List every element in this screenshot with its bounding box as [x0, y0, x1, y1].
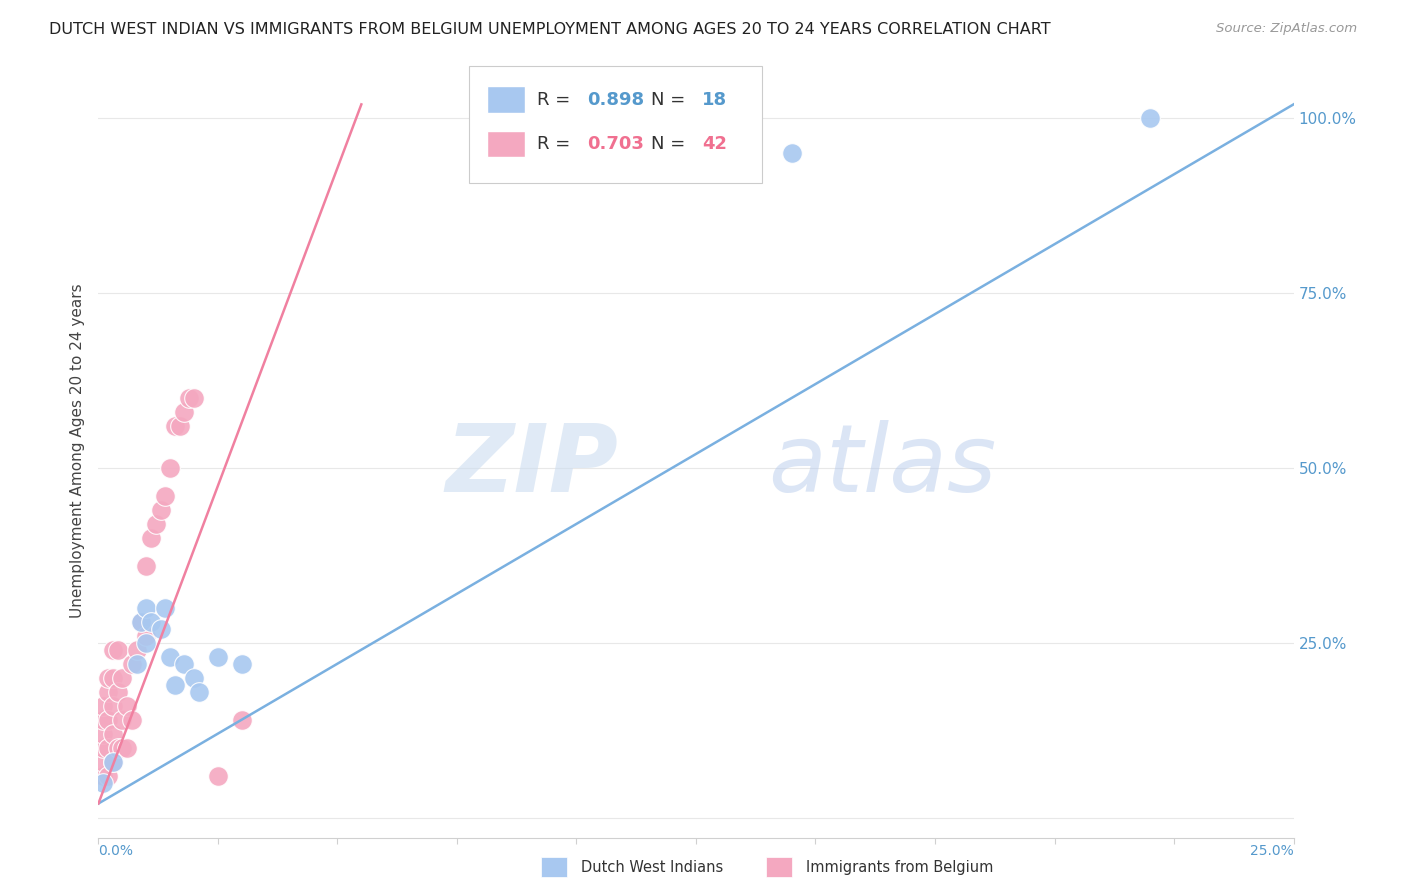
Point: [111, 671, 134, 685]
Point: [187, 684, 209, 698]
FancyBboxPatch shape: [470, 66, 762, 183]
Point: [149, 622, 172, 636]
Point: [97, 684, 120, 698]
Point: [163, 419, 186, 434]
Point: [101, 642, 124, 657]
Point: [207, 649, 229, 664]
Text: Dutch West Indians: Dutch West Indians: [581, 860, 723, 874]
Point: [1139, 112, 1161, 126]
Point: [107, 642, 129, 657]
Point: [97, 671, 120, 685]
Point: [101, 671, 124, 685]
Text: 25.0%: 25.0%: [1250, 844, 1294, 858]
Point: [155, 489, 177, 503]
Y-axis label: Unemployment Among Ages 20 to 24 years: Unemployment Among Ages 20 to 24 years: [69, 283, 84, 618]
Point: [101, 698, 124, 713]
Point: [97, 768, 120, 782]
Point: [207, 768, 229, 782]
Point: [121, 713, 143, 727]
Point: [183, 391, 205, 405]
Point: [101, 755, 124, 769]
Text: R =: R =: [537, 135, 576, 153]
Point: [125, 657, 148, 671]
Text: 0.0%: 0.0%: [98, 844, 134, 858]
Point: [91, 698, 114, 713]
Point: [231, 713, 253, 727]
FancyBboxPatch shape: [486, 87, 524, 113]
Bar: [766, 857, 792, 877]
Point: [91, 726, 114, 740]
Text: Immigrants from Belgium: Immigrants from Belgium: [806, 860, 993, 874]
Point: [780, 146, 803, 161]
Point: [111, 713, 134, 727]
Point: [97, 740, 120, 755]
Point: [139, 531, 162, 545]
Point: [173, 657, 195, 671]
Point: [131, 615, 153, 629]
Text: ZIP: ZIP: [446, 420, 619, 512]
Point: [135, 629, 157, 643]
Point: [139, 615, 162, 629]
Point: [121, 657, 143, 671]
Text: 0.703: 0.703: [588, 135, 644, 153]
Text: N =: N =: [651, 135, 690, 153]
Point: [183, 671, 205, 685]
Point: [111, 740, 134, 755]
Point: [135, 636, 157, 650]
Point: [107, 684, 129, 698]
Point: [125, 642, 148, 657]
Text: DUTCH WEST INDIAN VS IMMIGRANTS FROM BELGIUM UNEMPLOYMENT AMONG AGES 20 TO 24 YE: DUTCH WEST INDIAN VS IMMIGRANTS FROM BEL…: [49, 22, 1050, 37]
Point: [131, 615, 153, 629]
Point: [101, 726, 124, 740]
Point: [107, 740, 129, 755]
Text: 42: 42: [702, 135, 727, 153]
Point: [231, 657, 253, 671]
Point: [91, 768, 114, 782]
Point: [159, 649, 181, 664]
Point: [173, 405, 195, 419]
Point: [91, 775, 114, 789]
Text: 18: 18: [702, 91, 727, 109]
Point: [145, 516, 167, 531]
Point: [135, 558, 157, 573]
Text: atlas: atlas: [768, 420, 995, 511]
FancyBboxPatch shape: [486, 131, 524, 157]
Point: [115, 698, 138, 713]
Point: [179, 391, 201, 405]
Point: [91, 713, 114, 727]
Text: 0.898: 0.898: [588, 91, 644, 109]
Point: [91, 755, 114, 769]
Bar: [541, 857, 567, 877]
Point: [135, 600, 157, 615]
Point: [101, 755, 124, 769]
Point: [115, 740, 138, 755]
Point: [149, 503, 172, 517]
Point: [159, 461, 181, 475]
Point: [97, 713, 120, 727]
Point: [163, 678, 186, 692]
Text: Source: ZipAtlas.com: Source: ZipAtlas.com: [1216, 22, 1357, 36]
Text: N =: N =: [651, 91, 690, 109]
Point: [155, 600, 177, 615]
Point: [91, 740, 114, 755]
Point: [169, 419, 191, 434]
Text: R =: R =: [537, 91, 576, 109]
